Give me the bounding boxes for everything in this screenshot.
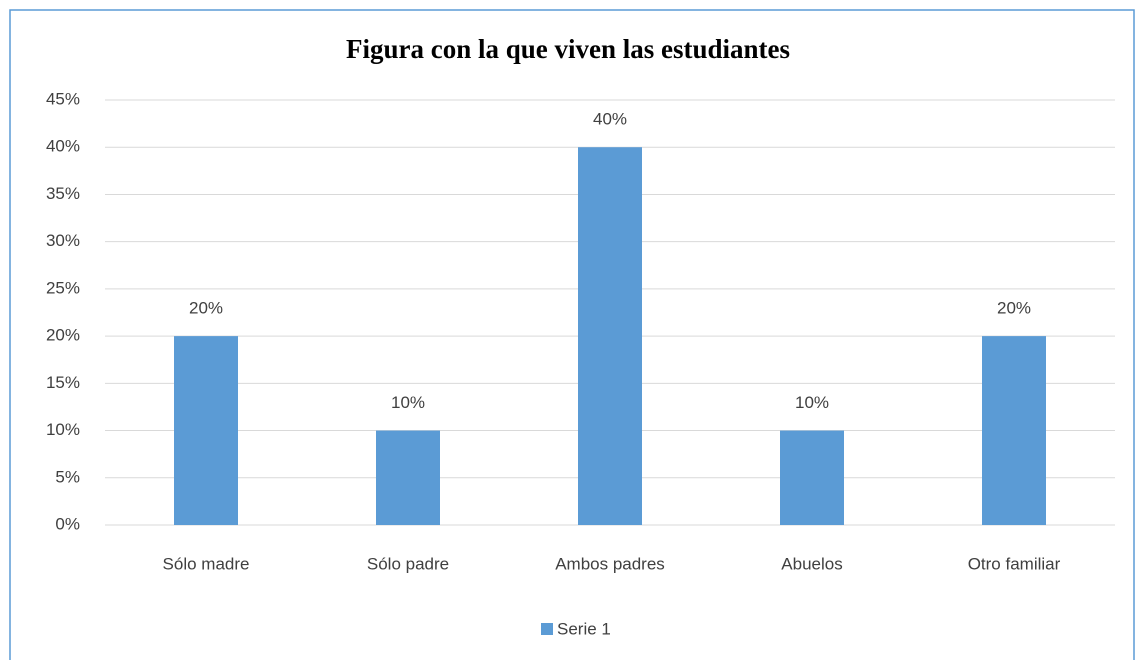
data-label: 20% xyxy=(997,299,1031,318)
y-tick-label: 25% xyxy=(46,278,80,297)
y-tick-label: 45% xyxy=(46,89,80,108)
legend-swatch xyxy=(541,623,553,635)
y-tick-label: 20% xyxy=(46,326,80,345)
x-tick-label: Otro familiar xyxy=(968,554,1061,573)
y-tick-label: 10% xyxy=(46,420,80,439)
data-label: 20% xyxy=(189,299,223,318)
x-tick-label: Abuelos xyxy=(781,554,842,573)
x-tick-label: Ambos padres xyxy=(555,554,665,573)
y-tick-label: 35% xyxy=(46,184,80,203)
y-tick-label: 15% xyxy=(46,373,80,392)
bar xyxy=(174,336,238,525)
bar xyxy=(376,430,440,525)
data-label: 10% xyxy=(795,393,829,412)
data-label: 10% xyxy=(391,393,425,412)
y-tick-label: 30% xyxy=(46,231,80,250)
y-tick-label: 5% xyxy=(55,467,80,486)
x-tick-label: Sólo madre xyxy=(163,554,250,573)
chart-title: Figura con la que viven las estudiantes xyxy=(346,34,790,64)
bar xyxy=(780,430,844,525)
chart-border xyxy=(9,9,1135,660)
x-tick-label: Sólo padre xyxy=(367,554,449,573)
y-tick-label: 40% xyxy=(46,137,80,156)
y-tick-label: 0% xyxy=(55,514,80,533)
bar xyxy=(578,147,642,525)
data-label: 40% xyxy=(593,110,627,129)
bar xyxy=(982,336,1046,525)
legend-label: Serie 1 xyxy=(557,619,611,638)
